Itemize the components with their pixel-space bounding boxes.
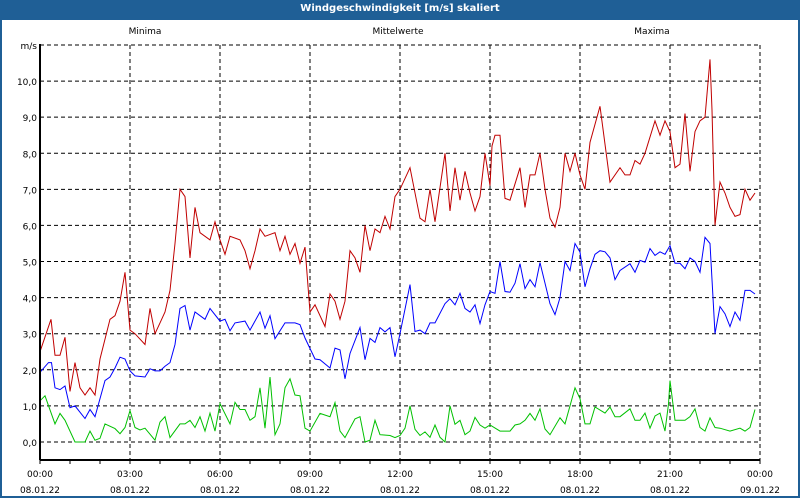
y-tick-label: 1,0	[23, 403, 38, 413]
x-tick-label-time: 06:00	[207, 470, 233, 480]
legend-mittelwerte: Mittelwerte	[372, 27, 423, 37]
x-tick-label-date: 08.01.22	[470, 486, 510, 496]
x-tick-label-date: 08.01.22	[560, 486, 600, 496]
y-tick-label: 9,0	[23, 114, 38, 124]
x-tick-label-date: 08.01.22	[20, 486, 60, 496]
y-tick-label: 2,0	[23, 367, 38, 377]
window-title: Windgeschwindigkeit [m/s] skaliert	[0, 0, 800, 20]
x-tick-label-time: 09:00	[297, 470, 323, 480]
x-tick-label-time: 12:00	[387, 470, 413, 480]
x-tick-label-date: 08.01.22	[110, 486, 150, 496]
y-tick-label: 8,0	[23, 150, 38, 160]
legend-maxima: Maxima	[634, 27, 669, 37]
y-tick-label: 7,0	[23, 186, 38, 196]
series-line-mittelwerte	[39, 236, 756, 420]
legend-minima: Minima	[129, 27, 162, 37]
x-tick-label-date: 08.01.22	[380, 486, 420, 496]
series-line-maxima	[39, 59, 756, 397]
x-tick-label-time: 21:00	[657, 470, 683, 480]
y-tick-label: 4,0	[23, 295, 38, 305]
x-tick-label-date: 08.01.22	[290, 486, 330, 496]
legend: Minima Mittelwerte Maxima	[129, 27, 670, 37]
y-tick-label: 5,0	[23, 259, 38, 269]
grid	[40, 44, 761, 460]
x-tick-label-time: 00:00	[27, 470, 53, 480]
x-tick-label-time: 03:00	[117, 470, 143, 480]
series-lines	[39, 59, 756, 444]
x-tick-label-time: 18:00	[567, 470, 593, 480]
axes: 0,0 1,0 2,0 3,0 4,0 5,0 6,0 7,0 8,0 9,0 10,0 00:00 0…	[17, 44, 780, 496]
x-tick-label-time: 00:00	[747, 470, 773, 480]
x-tick-label-date: 09.01.22	[740, 486, 780, 496]
y-tick-label: 0,0	[23, 439, 38, 449]
x-tick-label-date: 08.01.22	[200, 486, 240, 496]
series-line-minima	[39, 376, 756, 444]
x-tick-label-time: 15:00	[477, 470, 503, 480]
y-tick-label: 10,0	[17, 78, 37, 88]
y-tick-label: 3,0	[23, 331, 38, 341]
y-axis-unit: m/s	[21, 42, 38, 52]
y-tick-label: 6,0	[23, 222, 38, 232]
x-tick-label-date: 08.01.22	[650, 486, 690, 496]
